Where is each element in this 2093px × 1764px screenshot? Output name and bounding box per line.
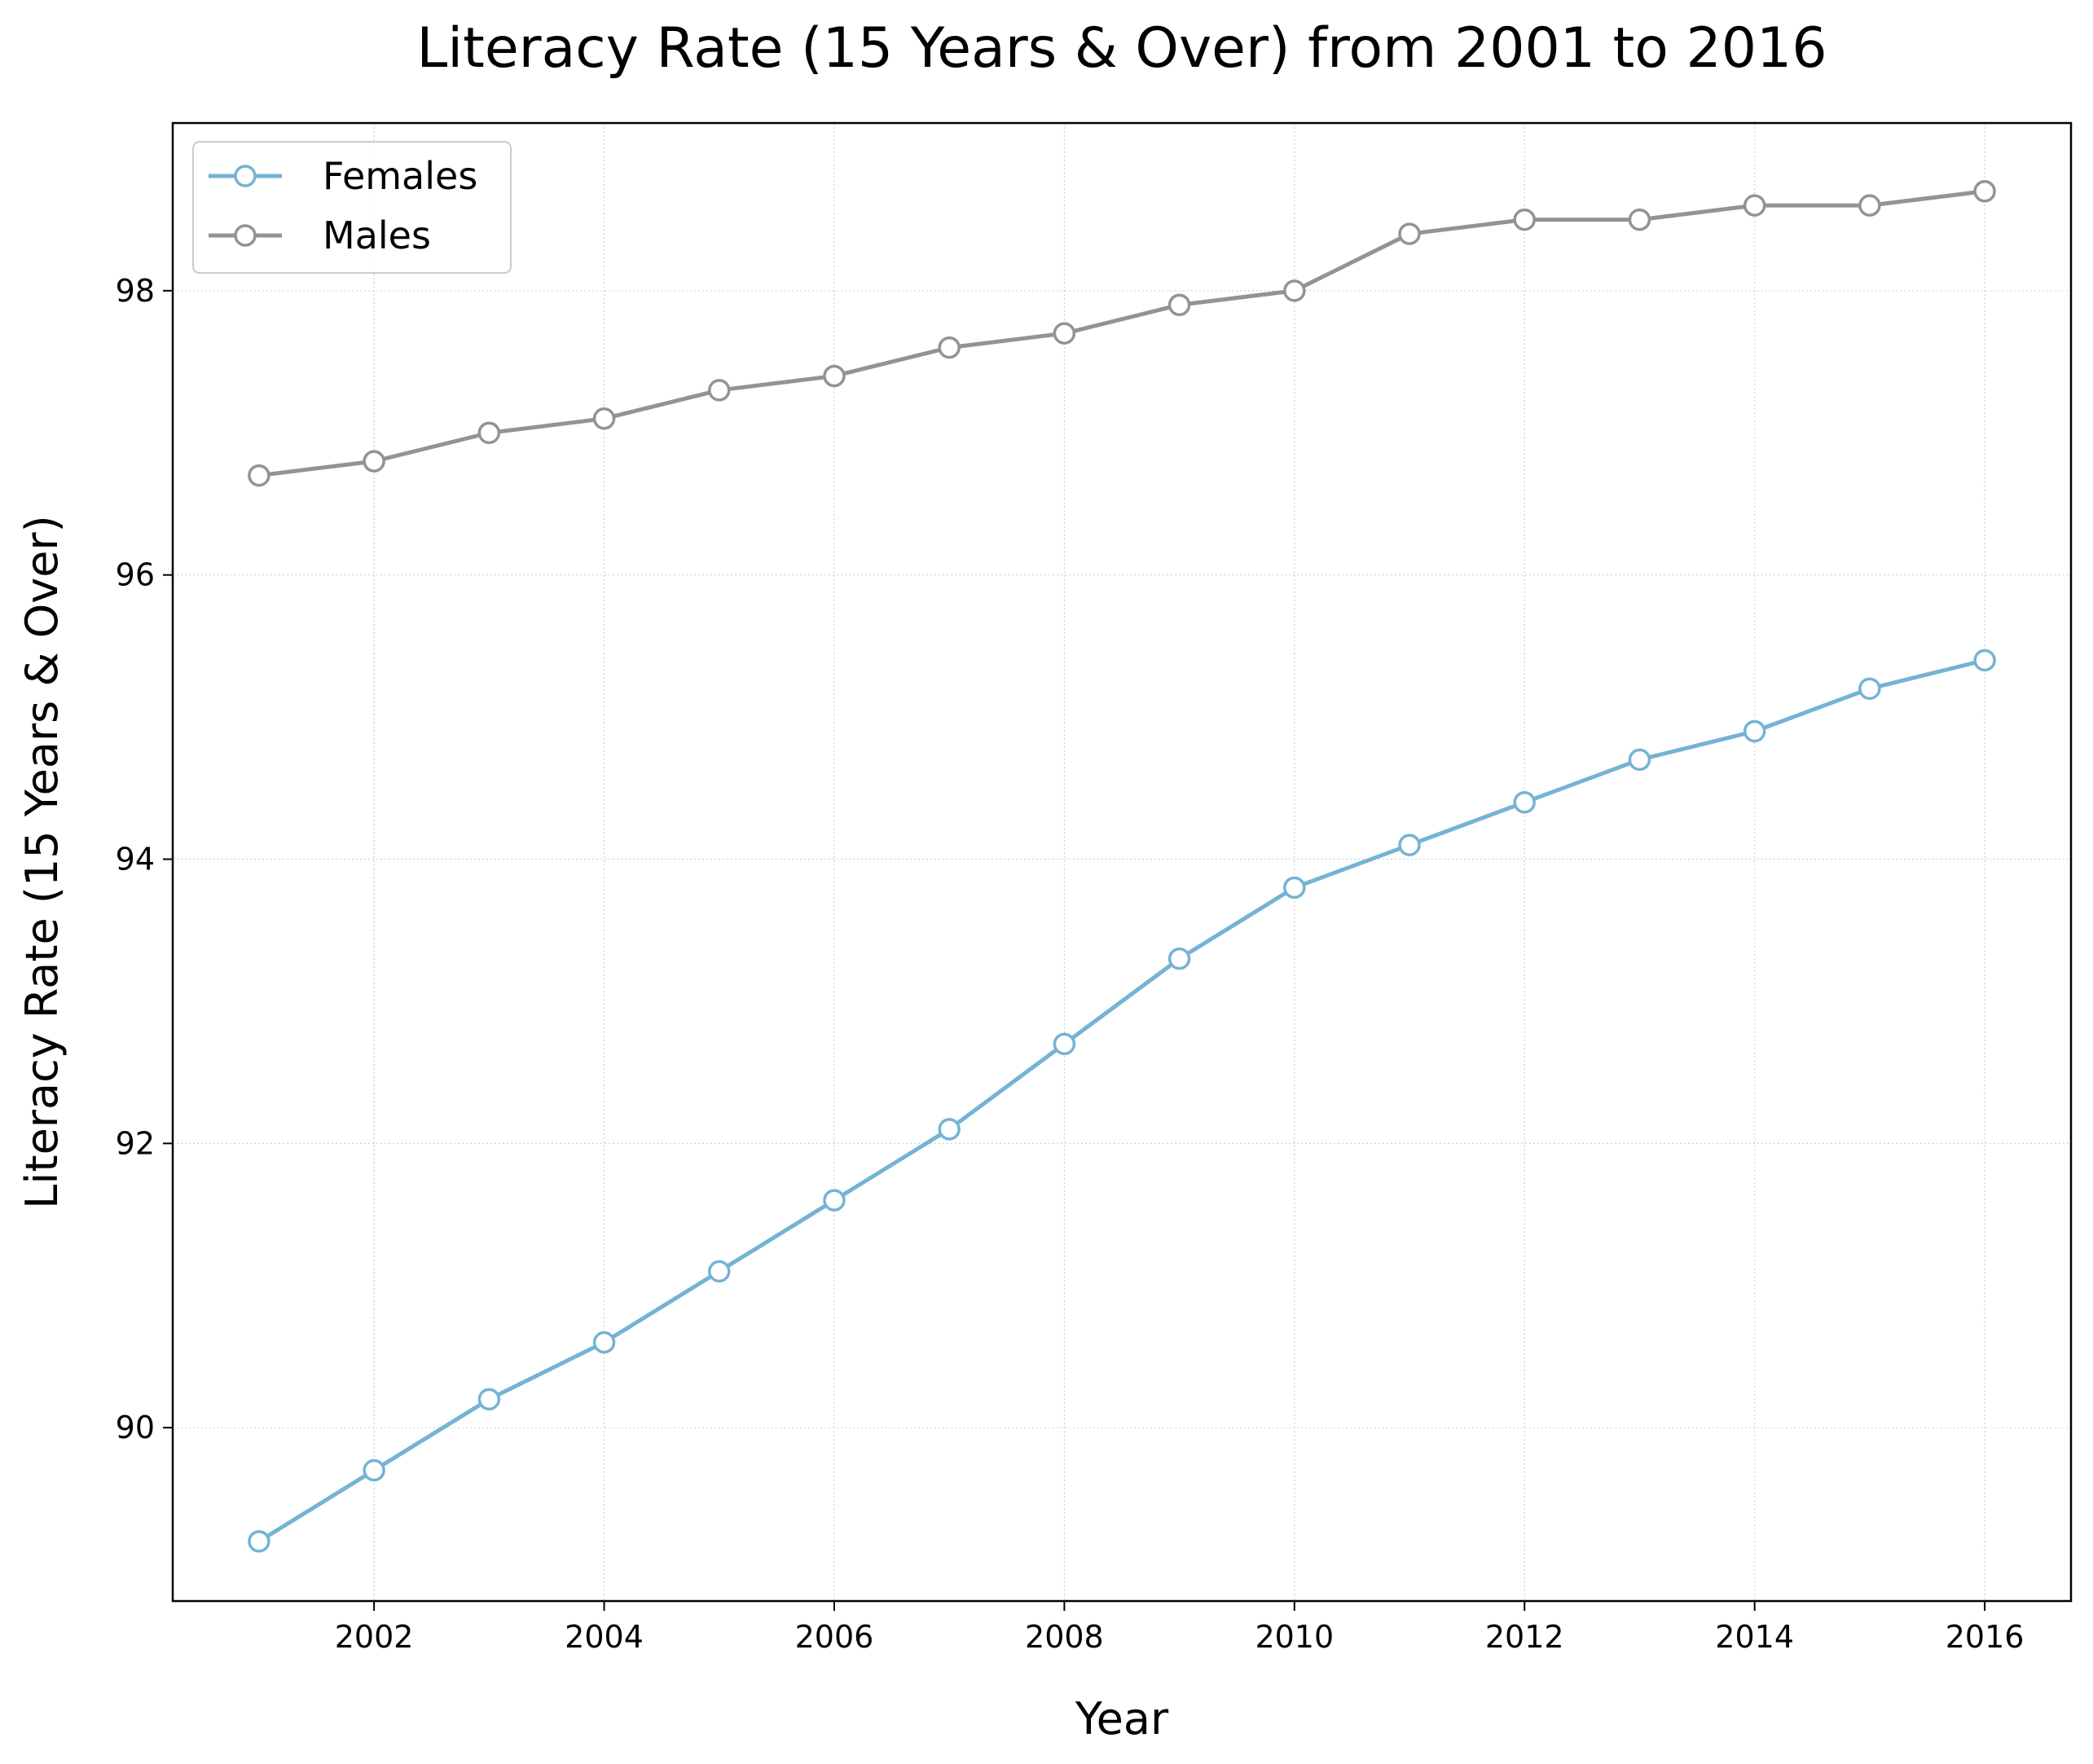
y-tick-label: 92 xyxy=(116,1125,155,1161)
data-point-females xyxy=(363,1458,385,1482)
data-point-males xyxy=(1858,194,1881,217)
legend-marker-males xyxy=(234,224,257,247)
data-point-females xyxy=(1973,649,1996,672)
legend: Females Males xyxy=(192,141,512,274)
data-point-males xyxy=(1743,194,1766,217)
y-tick-label: 96 xyxy=(116,557,155,593)
data-point-females xyxy=(1283,876,1306,900)
data-point-males xyxy=(1167,293,1191,317)
data-point-males xyxy=(477,421,501,444)
data-point-males xyxy=(1513,208,1536,231)
data-point-females xyxy=(1513,790,1536,814)
data-point-males xyxy=(592,407,616,430)
x-tick-label: 2016 xyxy=(1946,1619,2025,1655)
data-point-males xyxy=(823,364,846,388)
data-point-females xyxy=(823,1189,846,1212)
data-point-males xyxy=(248,464,270,487)
x-tick-label: 2010 xyxy=(1255,1619,1334,1655)
x-tick-label: 2002 xyxy=(335,1619,414,1655)
x-tick-label: 2012 xyxy=(1485,1619,1564,1655)
legend-label-males: Males xyxy=(323,213,431,257)
y-axis-label: Literacy Rate (15 Years & Over) xyxy=(16,515,68,1208)
series-line-males xyxy=(258,189,1985,478)
data-point-females xyxy=(1398,834,1421,856)
data-point-males xyxy=(1053,322,1076,345)
x-axis-label: Year xyxy=(1075,1693,1169,1744)
data-point-males xyxy=(938,336,961,359)
data-point-females xyxy=(938,1118,961,1141)
data-point-females xyxy=(592,1331,616,1354)
y-tick-label: 90 xyxy=(116,1410,155,1445)
plot-frame xyxy=(171,121,2073,1603)
data-point-females xyxy=(1628,748,1651,772)
data-point-females xyxy=(477,1388,501,1411)
data-point-males xyxy=(1628,208,1651,231)
x-tick-label: 2006 xyxy=(795,1619,874,1655)
y-tick-label: 94 xyxy=(116,842,155,878)
legend-marker-females xyxy=(234,165,257,187)
x-tick-label: 2008 xyxy=(1025,1619,1104,1655)
chart-title: Literacy Rate (15 Years & Over) from 200… xyxy=(416,16,1827,81)
data-point-males xyxy=(1973,179,1996,203)
y-tick-label: 98 xyxy=(116,273,155,309)
data-point-females xyxy=(1743,719,1766,743)
series-line-females xyxy=(257,658,1985,1543)
data-point-females xyxy=(708,1260,731,1283)
data-point-females xyxy=(1858,677,1881,700)
data-point-males xyxy=(708,379,731,402)
data-point-males xyxy=(363,450,385,473)
x-tick-label: 2004 xyxy=(565,1619,644,1655)
data-point-males xyxy=(1398,222,1421,245)
data-point-males xyxy=(1283,279,1306,302)
data-point-females xyxy=(1167,947,1191,970)
legend-label-females: Females xyxy=(323,154,477,198)
data-point-females xyxy=(1053,1032,1076,1056)
data-point-females xyxy=(248,1529,270,1553)
x-tick-label: 2014 xyxy=(1715,1619,1794,1655)
